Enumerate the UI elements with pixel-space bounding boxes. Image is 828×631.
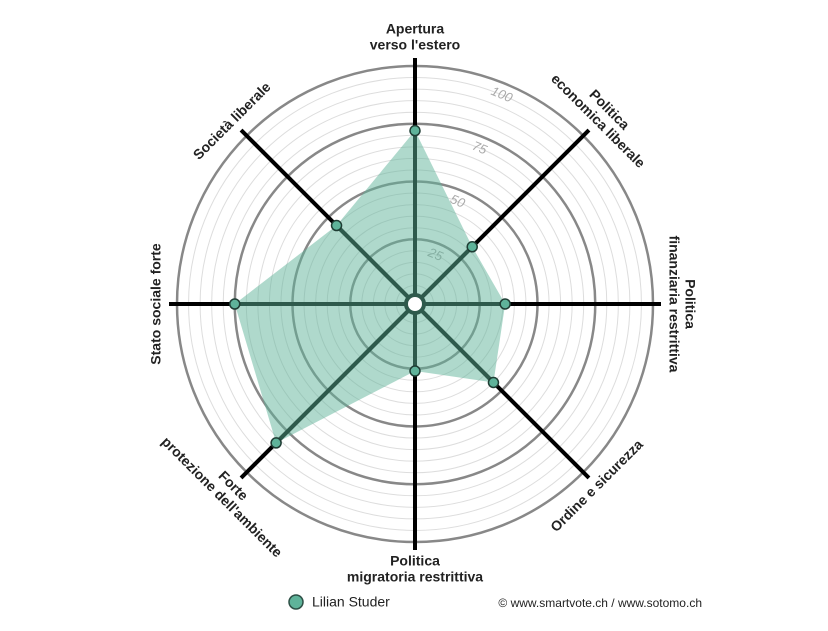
axis-label: Stato sociale forte [148, 243, 164, 365]
point [229, 298, 241, 310]
point [330, 219, 343, 232]
axis-label: Politica [682, 279, 698, 329]
spoke [274, 302, 417, 445]
axis-label: verso l'estero [370, 37, 461, 53]
center [404, 293, 426, 315]
plot [229, 124, 511, 449]
point [270, 437, 282, 449]
spoke [413, 302, 495, 384]
point [409, 124, 421, 137]
legend-label: Lilian Studer [312, 594, 390, 610]
axis-label: Apertura [386, 21, 445, 37]
source: © www.smartvote.ch / www.sotomo.ch [498, 596, 702, 610]
point [409, 365, 421, 377]
point [466, 241, 478, 253]
axis-label: migratoria restrittiva [347, 569, 483, 585]
spoke [413, 245, 474, 306]
legend-marker [288, 594, 304, 610]
spoke [335, 224, 417, 306]
point [487, 376, 500, 389]
r-tick-label: 75 [470, 138, 490, 158]
point [499, 298, 511, 310]
axis-label: finanziaria restrittiva [666, 236, 682, 373]
r-tick-label: 50 [448, 191, 468, 211]
series-area [234, 130, 506, 443]
axis-label: Politica [390, 553, 440, 569]
